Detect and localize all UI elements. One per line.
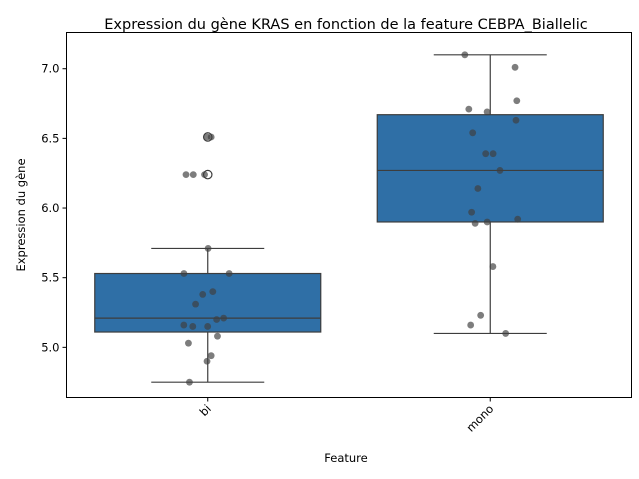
y-tick-label: 7.0 [41, 62, 59, 76]
chart-title: Expression du gène KRAS en fonction de l… [104, 17, 587, 33]
data-point [189, 171, 197, 178]
y-axis: 5.0 5.5 6.0 6.5 7.0 [41, 62, 67, 354]
data-point [207, 133, 215, 141]
data-point [225, 270, 233, 277]
data-point [180, 321, 188, 329]
data-point [214, 332, 221, 340]
data-point [204, 245, 212, 252]
data-point [512, 116, 520, 124]
data-point [186, 378, 193, 386]
data-point [477, 311, 485, 319]
data-point [511, 63, 519, 71]
data-point [199, 291, 207, 298]
x-axis: bi mono [197, 397, 496, 435]
data-point [204, 323, 212, 330]
box-mono [376, 54, 604, 335]
data-point [220, 314, 228, 322]
y-tick-label: 6.0 [41, 201, 59, 215]
data-point [469, 129, 477, 137]
data-point [483, 108, 491, 116]
y-axis-label: Expression du gène [14, 158, 28, 271]
plot-frame [66, 32, 632, 398]
data-point [185, 339, 192, 347]
box-bi [94, 132, 322, 383]
data-point [482, 150, 490, 158]
data-point [496, 167, 504, 174]
data-point [483, 218, 491, 226]
data-point [203, 357, 211, 365]
points-mono [461, 51, 522, 337]
data-point [209, 288, 217, 296]
data-point [474, 185, 482, 192]
plot-area [94, 51, 604, 386]
x-tick-label: bi [197, 402, 214, 419]
data-point [180, 270, 188, 277]
iqr-box [94, 272, 322, 333]
y-tick-label: 5.0 [41, 340, 59, 354]
data-point [514, 215, 522, 223]
data-point [207, 352, 215, 360]
y-tick-label: 5.5 [41, 271, 59, 285]
data-point [513, 97, 521, 105]
x-axis-label: Feature [324, 451, 367, 465]
data-point [502, 330, 510, 337]
data-point [471, 219, 479, 227]
points-bi [180, 133, 233, 386]
data-point [465, 105, 473, 113]
y-tick-label: 6.5 [41, 131, 59, 145]
data-point [189, 323, 197, 330]
iqr-box [376, 114, 604, 223]
x-tick-label: mono [463, 402, 496, 435]
data-point [192, 300, 199, 308]
data-point [468, 208, 476, 216]
data-point [489, 150, 497, 158]
data-point [201, 171, 208, 178]
data-point [213, 316, 221, 323]
data-point [489, 263, 497, 270]
data-point [467, 321, 475, 329]
data-point [461, 51, 469, 59]
data-point [182, 171, 190, 178]
